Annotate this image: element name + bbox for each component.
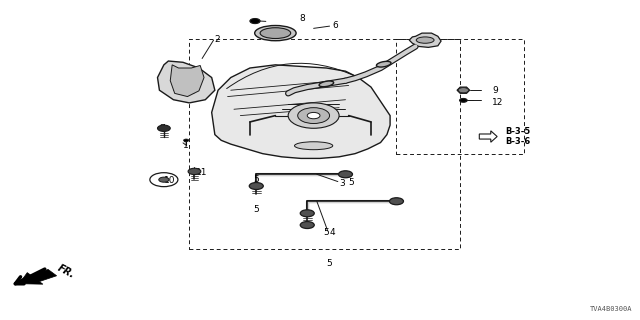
Ellipse shape [294, 142, 333, 150]
Text: 3: 3 [339, 179, 345, 188]
Text: 10: 10 [164, 176, 175, 185]
Circle shape [339, 171, 353, 178]
Bar [189, 39, 460, 249]
Polygon shape [157, 61, 215, 103]
Circle shape [390, 198, 403, 205]
Text: 12: 12 [492, 98, 504, 107]
Text: 4: 4 [330, 228, 335, 237]
Text: 9: 9 [492, 86, 498, 95]
Text: 5: 5 [349, 178, 355, 187]
Circle shape [184, 139, 189, 142]
Text: B-3-6: B-3-6 [505, 137, 530, 146]
Bar [396, 39, 524, 154]
Polygon shape [170, 65, 204, 97]
Circle shape [250, 19, 260, 24]
Text: 6: 6 [333, 21, 339, 30]
Text: 8: 8 [299, 14, 305, 23]
Text: TVA4B0300A: TVA4B0300A [589, 306, 632, 312]
Ellipse shape [416, 37, 434, 43]
Text: 5: 5 [253, 174, 259, 184]
Polygon shape [409, 33, 441, 47]
Circle shape [460, 99, 467, 102]
Polygon shape [19, 269, 56, 284]
Circle shape [157, 125, 170, 132]
Circle shape [249, 182, 263, 189]
Polygon shape [479, 131, 497, 142]
Ellipse shape [319, 81, 333, 87]
Text: B-3-5: B-3-5 [505, 127, 530, 136]
Circle shape [307, 112, 320, 119]
Text: 5: 5 [323, 228, 329, 237]
Text: 11: 11 [196, 168, 207, 177]
Text: 5: 5 [326, 259, 332, 268]
Ellipse shape [260, 28, 291, 38]
Ellipse shape [376, 61, 391, 67]
Circle shape [159, 177, 169, 182]
Polygon shape [457, 87, 470, 93]
Circle shape [288, 103, 339, 128]
Text: 5: 5 [253, 205, 259, 214]
Text: 7: 7 [159, 124, 165, 133]
Text: 1: 1 [183, 141, 189, 150]
Circle shape [458, 88, 468, 93]
Circle shape [300, 221, 314, 228]
Circle shape [150, 173, 178, 187]
Text: 2: 2 [215, 35, 221, 44]
Circle shape [300, 210, 314, 217]
Circle shape [188, 168, 201, 175]
Text: FR.: FR. [56, 263, 76, 280]
Ellipse shape [255, 26, 296, 41]
Polygon shape [212, 65, 390, 158]
Circle shape [298, 108, 330, 124]
